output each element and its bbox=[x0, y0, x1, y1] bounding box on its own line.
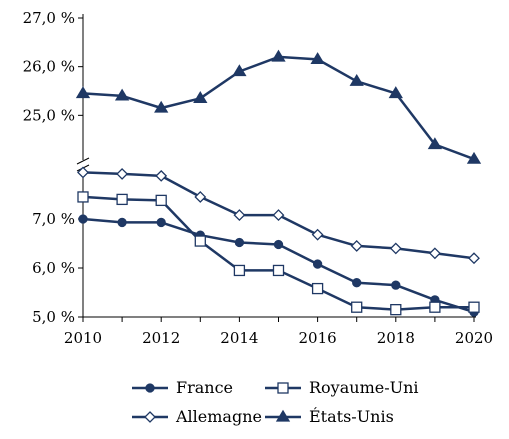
data-point-allemagne bbox=[194, 191, 207, 203]
data-point-france bbox=[156, 217, 166, 228]
data-point-royaume-uni bbox=[272, 264, 285, 277]
data-point-allemagne bbox=[233, 209, 246, 221]
axis-ticks: 5,0 % 6,0 % 7,0 % 25,0 % 26,0 % 27,0 % 2010 201… bbox=[23, 9, 494, 347]
data-point-etats-unis bbox=[193, 91, 208, 103]
data-point-etats-unis bbox=[388, 86, 403, 99]
data-point-royaume-uni bbox=[233, 264, 246, 277]
data-point-etats-unis bbox=[271, 49, 286, 62]
y-tick-label: 27,0 % bbox=[23, 9, 75, 27]
legend-label: États-Unis bbox=[309, 406, 394, 426]
x-tick-label: 2020 bbox=[455, 329, 493, 347]
y-tick-label: 6,0 % bbox=[32, 259, 75, 277]
data-point-etats-unis bbox=[75, 86, 91, 99]
data-point-allemagne bbox=[155, 169, 168, 182]
x-tick-label: 2010 bbox=[64, 329, 102, 347]
series-line-etats-unis bbox=[82, 55, 475, 161]
x-tick-label: 2014 bbox=[220, 329, 258, 347]
legend-label: France bbox=[176, 378, 233, 397]
data-point-allemagne bbox=[311, 228, 324, 241]
y-tick-label: 25,0 % bbox=[23, 106, 75, 124]
y-tick-label: 7,0 % bbox=[32, 210, 75, 228]
data-point-france bbox=[273, 239, 284, 250]
data-point-etats-unis bbox=[427, 137, 443, 150]
legend-marker bbox=[144, 411, 156, 423]
data-point-royaume-uni bbox=[155, 194, 167, 207]
data-point-royaume-uni bbox=[116, 193, 128, 206]
data-point-royaume-uni bbox=[311, 282, 324, 295]
data-point-france bbox=[391, 280, 401, 290]
legend-item-allemagne: Allemagne bbox=[132, 407, 262, 426]
data-point-royaume-uni bbox=[194, 235, 206, 247]
data-point-royaume-uni bbox=[77, 191, 89, 203]
legend-label: Allemagne bbox=[175, 407, 262, 426]
y-tick-label: 5,0 % bbox=[32, 308, 75, 326]
legend-item-france: France bbox=[132, 378, 233, 397]
legend-item-royaume-uni: Royaume-Uni bbox=[265, 378, 419, 397]
legend: France Royaume-Uni Allemagne États-Unis bbox=[132, 378, 419, 426]
x-tick-label: 2018 bbox=[377, 329, 415, 347]
legend-marker bbox=[145, 383, 155, 393]
x-tick-label: 2012 bbox=[142, 329, 180, 347]
data-point-allemagne bbox=[77, 166, 89, 179]
series-royaume-uni bbox=[77, 191, 480, 316]
data-point-royaume-uni bbox=[468, 301, 480, 313]
y-tick-label: 26,0 % bbox=[23, 58, 75, 76]
data-point-etats-unis bbox=[232, 64, 247, 77]
series-allemagne bbox=[77, 166, 480, 265]
data-point-france bbox=[312, 259, 323, 269]
data-point-france bbox=[78, 214, 88, 224]
data-point-france bbox=[117, 217, 127, 228]
legend-marker bbox=[275, 409, 291, 422]
data-point-royaume-uni bbox=[351, 301, 363, 313]
data-point-allemagne bbox=[350, 240, 363, 252]
data-point-etats-unis bbox=[466, 151, 482, 164]
data-point-allemagne bbox=[116, 168, 129, 180]
data-point-royaume-uni bbox=[390, 303, 402, 316]
data-point-france bbox=[234, 237, 245, 248]
legend-item-etats-unis: États-Unis bbox=[265, 406, 394, 426]
data-point-allemagne bbox=[468, 252, 480, 265]
x-tick-label: 2016 bbox=[299, 329, 337, 347]
data-point-allemagne bbox=[272, 209, 285, 221]
series-france bbox=[78, 214, 479, 317]
data-point-etats-unis bbox=[310, 52, 325, 65]
series-layer bbox=[75, 49, 482, 317]
data-point-etats-unis bbox=[154, 100, 169, 113]
legend-marker bbox=[277, 382, 289, 394]
data-point-etats-unis bbox=[114, 88, 130, 101]
data-point-allemagne bbox=[389, 242, 402, 255]
legend-label: Royaume-Uni bbox=[309, 378, 419, 397]
axis-break-mark bbox=[76, 157, 90, 165]
series-etats-unis bbox=[75, 49, 482, 164]
data-point-allemagne bbox=[428, 247, 441, 260]
data-point-royaume-uni bbox=[429, 301, 441, 313]
data-point-etats-unis bbox=[349, 74, 364, 86]
data-point-france bbox=[352, 278, 362, 288]
